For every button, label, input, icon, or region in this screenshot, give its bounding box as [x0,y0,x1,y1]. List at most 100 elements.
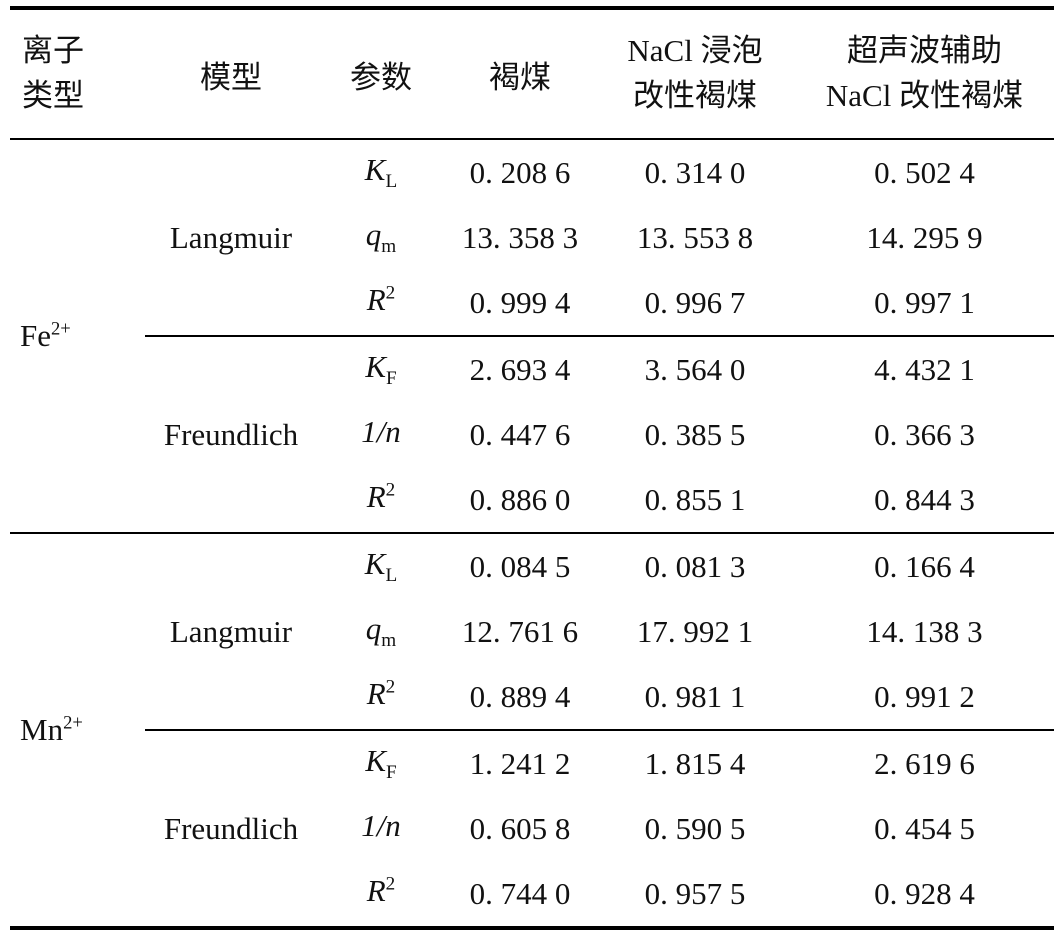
table-row: qm 13. 358 3 13. 553 8 14. 295 9 [10,205,1054,270]
param-label: KF [317,729,445,796]
param-superscript: 2 [385,676,396,698]
value-cell: 3. 564 0 [595,335,795,402]
model-label-langmuir: Langmuir [145,532,317,730]
table-row: 1/n 0. 605 8 0. 590 5 0. 454 5 [10,796,1054,861]
table-body: Fe2+ Langmuir KL 0. 208 6 0. 314 0 0. 50… [10,139,1054,928]
value-cell: 0. 991 2 [874,678,975,714]
value-cell: 13. 553 8 [636,219,754,255]
value-cell: 0. 957 5 [644,875,746,911]
param-superscript: 2 [385,282,396,304]
value-cell: 0. 886 0 [469,481,571,517]
param-label: R2 [317,270,445,336]
table-row: R2 0. 744 0 0. 957 5 0. 928 4 [10,861,1054,928]
param-label: R2 [317,664,445,730]
param-label: 1/n [317,796,445,861]
value-cell: 0. 208 6 [469,154,571,190]
value-cell: 0. 999 4 [469,284,571,320]
ion-charge: 2+ [51,318,71,340]
header-lignite: 褐煤 [445,8,595,140]
value-cell: 0. 084 5 [445,532,595,599]
param-symbol: R [366,872,386,908]
model-label-freundlich: Freundlich [145,335,317,533]
table-row: Freundlich KF 1. 241 2 1. 815 4 2. 619 6 [10,729,1054,928]
header-param: 参数 [317,8,445,140]
value-cell: 0. 997 1 [874,284,975,320]
table-header-row: 离子 类型 模型 参数 褐煤 NaCl 浸泡 改性褐煤 超声波辅助 NaCl 改… [10,8,1054,140]
param-superscript: 2 [385,873,396,895]
value-cell: 0. 981 1 [644,678,746,714]
value-cell: 0. 502 4 [874,154,975,190]
value-cell: 0. 605 8 [469,810,571,846]
param-symbol: K [364,151,386,187]
table-row: 1/n 0. 447 6 0. 385 5 0. 366 3 [10,402,1054,467]
value-cell: 17. 992 1 [636,613,754,649]
value-cell: 12. 761 6 [461,613,579,649]
value-cell: 1. 241 2 [445,729,595,796]
param-label: qm [317,599,445,664]
table-row: Mn2+ Langmuir KL 0. 084 5 0. 081 3 0. 16… [10,532,1054,928]
ion-symbol: Mn [20,712,64,747]
value-cell: 0. 447 6 [469,416,571,452]
param-symbol: q [365,216,382,252]
header-ion-line2: 类型 [22,78,84,113]
value-cell: 0. 081 3 [595,532,795,599]
model-label-freundlich: Freundlich [145,729,317,928]
value-cell: 0. 855 1 [644,481,746,517]
param-label: R2 [317,467,445,533]
table-header: 离子 类型 模型 参数 褐煤 NaCl 浸泡 改性褐煤 超声波辅助 NaCl 改… [10,8,1054,140]
param-symbol: R [366,281,386,317]
header-ion-line1: 离子 [22,33,84,69]
param-label: KL [317,532,445,599]
header-nacl-line1: NaCl 浸泡 [627,33,763,69]
param-label: KL [317,139,445,205]
ion-label-fe: Fe2+ [10,139,145,533]
value-cell: 0. 844 3 [874,481,975,517]
table-row: R2 0. 999 4 0. 996 7 0. 997 1 [10,270,1054,336]
value-cell: 0. 166 4 [795,532,1054,599]
value-cell: 0. 744 0 [469,875,571,911]
value-cell: 1. 815 4 [595,729,795,796]
value-cell: 14. 138 3 [866,613,983,649]
table-row: R2 0. 889 4 0. 981 1 0. 991 2 [10,664,1054,730]
header-ultra-line2: NaCl 改性褐煤 [825,78,1024,113]
param-superscript: 2 [385,479,396,501]
header-ion-type: 离子 类型 [10,8,145,140]
param-symbol: R [366,478,386,514]
ion-symbol: Fe [20,318,51,353]
ion-label-mn: Mn2+ [10,532,145,928]
param-symbol: R [366,675,386,711]
param-label: KF [317,335,445,402]
param-symbol: K [364,545,386,581]
table-row: Freundlich KF 2. 693 4 3. 564 0 4. 432 1 [10,335,1054,533]
value-cell: 14. 295 9 [866,219,983,255]
model-label-langmuir: Langmuir [169,219,293,255]
header-model: 模型 [145,8,317,140]
param-subscript: F [386,368,397,390]
value-cell: 0. 385 5 [644,416,746,452]
param-symbol: K [365,348,386,384]
value-cell: 0. 590 5 [644,810,746,846]
header-ultra-line1: 超声波辅助 [847,33,1002,69]
value-cell: 2. 693 4 [445,335,595,402]
header-nacl-modified: NaCl 浸泡 改性褐煤 [595,8,795,140]
value-cell: 13. 358 3 [461,219,579,255]
param-label: 1/n [317,402,445,467]
value-cell: 0. 889 4 [469,678,571,714]
param-subscript: L [385,565,398,587]
param-label: R2 [317,861,445,928]
param-symbol: 1/n [361,413,401,449]
value-cell: 0. 366 3 [874,416,975,452]
header-nacl-line2: 改性褐煤 [633,78,757,113]
param-symbol: K [365,742,386,778]
ion-charge: 2+ [63,712,83,734]
param-subscript: L [385,171,398,193]
value-cell: 2. 619 6 [795,729,1054,796]
param-symbol: q [365,610,382,646]
table-row: Fe2+ Langmuir KL 0. 208 6 0. 314 0 0. 50… [10,139,1054,353]
param-subscript: F [386,762,397,784]
isotherm-parameters-table: 离子 类型 模型 参数 褐煤 NaCl 浸泡 改性褐煤 超声波辅助 NaCl 改… [10,6,1054,930]
value-cell: 0. 928 4 [874,875,975,911]
param-symbol: 1/n [361,807,401,843]
value-cell: 4. 432 1 [795,335,1054,402]
